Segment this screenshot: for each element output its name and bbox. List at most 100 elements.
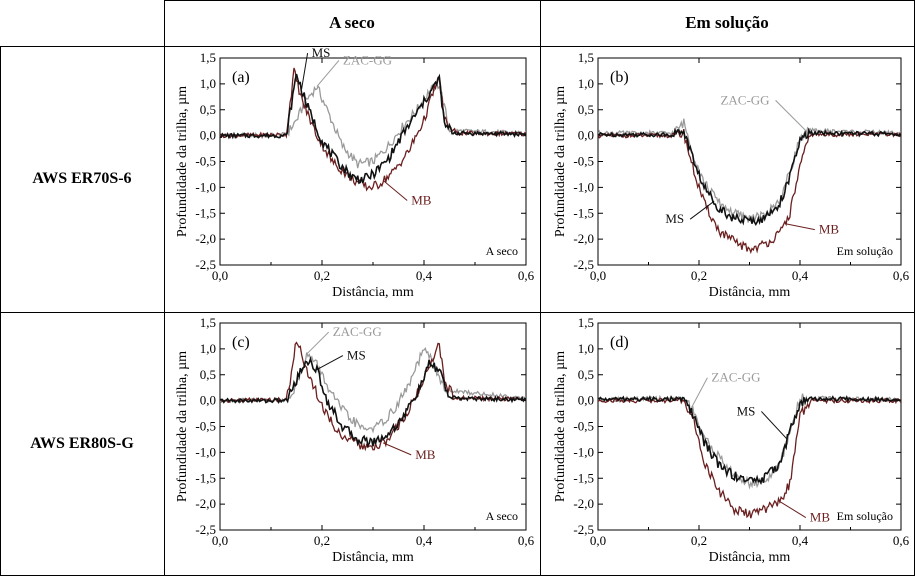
y-tick-label: 1,0: [578, 341, 594, 356]
table-rowhead-border: [164, 0, 165, 576]
y-tick-label: 1,5: [578, 50, 594, 65]
series-line-mb: [220, 343, 526, 450]
x-tick-label: 0,0: [212, 533, 228, 548]
y-tick-label: 0,5: [578, 367, 594, 382]
y-tick-label: -0,5: [573, 154, 594, 169]
annotation-label-zac-gg: ZAC-GG: [343, 52, 392, 67]
y-tick-label: 0,0: [200, 128, 216, 143]
table-col-divider: [540, 0, 541, 576]
x-tick-label: 0,4: [792, 268, 809, 283]
panel-label: (b): [610, 69, 629, 86]
x-tick-label: 0,4: [416, 533, 433, 548]
x-axis-label: Distância, mm: [332, 550, 414, 565]
y-tick-label: -1,5: [195, 470, 216, 485]
x-tick-label: 0,6: [518, 533, 535, 548]
x-tick-label: 0,6: [893, 268, 910, 283]
y-tick-label: 1,5: [578, 315, 594, 330]
annotation-label-zac-gg: ZAC-GG: [711, 370, 760, 385]
plot-frame: [598, 58, 901, 265]
annotation-label-mb: MB: [810, 510, 831, 525]
plot-frame: [220, 323, 526, 530]
annotation-label-mb: MB: [819, 222, 840, 237]
y-tick-label: -2,0: [195, 231, 216, 246]
x-tick-label: 0,4: [416, 268, 433, 283]
y-tick-label: 1,0: [200, 76, 216, 91]
series-line-ms: [220, 74, 526, 183]
annotation-label-zac-gg: ZAC-GG: [720, 92, 769, 107]
col-header-em-solucao: Em solução: [540, 0, 914, 46]
x-tick-label: 0,6: [518, 268, 535, 283]
x-axis-label: Distância, mm: [709, 550, 791, 565]
panel-label: (c): [232, 334, 250, 351]
y-axis-label: Profundidade da trilha, µm: [175, 86, 190, 237]
annotation-label-mb: MB: [415, 447, 436, 462]
row-header-er80sg: AWS ER80S-G: [0, 312, 164, 575]
y-tick-label: -1,5: [573, 205, 594, 220]
y-tick-label: -1,5: [573, 470, 594, 485]
series-line-zac-gg: [220, 82, 526, 168]
y-axis-label: Profundidade da trilha, µm: [553, 351, 568, 502]
y-tick-label: 0,0: [200, 393, 216, 408]
condition-note: Em solução: [837, 244, 893, 258]
annotation-leader: [780, 502, 806, 518]
annotation-label-ms: MS: [665, 211, 684, 226]
x-tick-label: 0,0: [590, 533, 606, 548]
y-tick-label: 1,5: [200, 315, 216, 330]
x-tick-label: 0,0: [212, 268, 228, 283]
series-line-ms: [598, 130, 901, 225]
row-header-er70s6: AWS ER70S-6: [0, 46, 164, 312]
x-tick-label: 0,2: [691, 533, 707, 548]
condition-note: Em solução: [837, 509, 893, 523]
col-header-a-seco: A seco: [164, 0, 540, 46]
y-tick-label: 1,0: [200, 341, 216, 356]
chart-panel-a: 1,51,00,50,0-0,5-1,0-1,5-2,0-2,50,0 0,2 0,…: [166, 48, 538, 311]
annotation-label-ms: MS: [312, 45, 331, 60]
panel-label: (d): [610, 334, 629, 351]
x-axis-label: Distância, mm: [332, 285, 414, 300]
y-tick-label: -2,0: [195, 496, 216, 511]
x-tick-label: 0,4: [792, 533, 809, 548]
x-axis-label: Distância, mm: [709, 285, 791, 300]
y-tick-label: -0,5: [573, 419, 594, 434]
series-line-mb: [598, 129, 901, 252]
y-tick-label: -2,0: [573, 496, 594, 511]
annotation-leader: [383, 443, 411, 455]
x-tick-label: 0,6: [893, 533, 910, 548]
x-tick-label: 0,2: [691, 268, 707, 283]
chart-panel-c: 1,51,00,50,0-0,5-1,0-1,5-2,0-2,50,0 0,2 0,…: [166, 314, 538, 574]
plot-frame: [598, 323, 901, 530]
y-tick-label: -1,5: [195, 205, 216, 220]
y-tick-label: -0,5: [195, 154, 216, 169]
chart-panel-b: 1,51,00,50,0-0,5-1,0-1,5-2,0-2,50,0 0,2 0,…: [542, 48, 913, 311]
annotation-label-mb: MB: [411, 192, 432, 207]
chart-panel-d: 1,51,00,50,0-0,5-1,0-1,5-2,0-2,50,0 0,2 0,…: [542, 314, 913, 574]
annotation-label-zac-gg: ZAC-GG: [333, 324, 382, 339]
annotation-leader: [383, 180, 407, 200]
y-tick-label: -1,0: [195, 179, 216, 194]
y-tick-label: -0,5: [195, 419, 216, 434]
condition-note: A seco: [486, 244, 518, 258]
annotation-leader: [691, 378, 707, 408]
annotation-label-ms: MS: [737, 403, 756, 418]
panel-label: (a): [232, 69, 250, 86]
y-tick-label: -1,0: [573, 179, 594, 194]
y-tick-label: -1,0: [195, 444, 216, 459]
annotation-leader: [761, 411, 787, 439]
condition-note: A seco: [486, 509, 518, 523]
annotation-label-ms: MS: [347, 348, 366, 363]
annotation-leader: [785, 224, 815, 230]
annotation-leader: [317, 356, 343, 370]
annotation-leader: [317, 60, 339, 86]
annotation-leader: [307, 332, 329, 354]
y-tick-label: 0,5: [578, 102, 594, 117]
y-tick-label: 1,5: [200, 50, 216, 65]
y-axis-label: Profundidade da trilha, µm: [553, 86, 568, 237]
y-tick-label: -2,0: [573, 231, 594, 246]
x-tick-label: 0,2: [314, 268, 330, 283]
y-tick-label: -1,0: [573, 444, 594, 459]
x-tick-label: 0,2: [314, 533, 330, 548]
y-axis-label: Profundidade da trilha, µm: [175, 351, 190, 502]
x-tick-label: 0,0: [590, 268, 606, 283]
y-tick-label: 0,0: [578, 128, 594, 143]
